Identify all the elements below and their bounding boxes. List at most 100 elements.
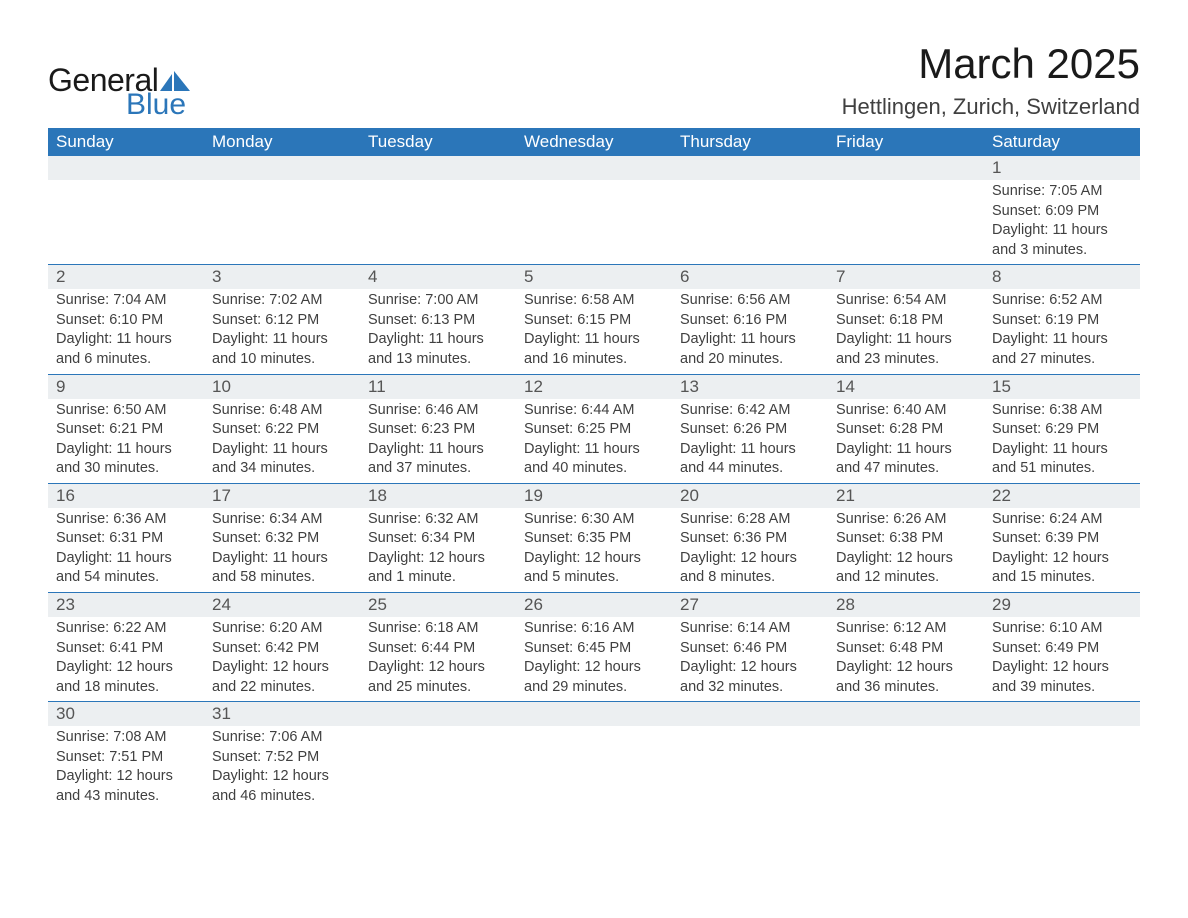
sunset-text: Sunset: 6:18 PM [836,311,976,331]
day-number-cell: 9 [48,374,204,399]
sunrise-text: Sunrise: 6:52 AM [992,291,1132,311]
day-detail-cell: Sunrise: 6:52 AMSunset: 6:19 PMDaylight:… [984,289,1140,374]
day-detail-cell: Sunrise: 6:32 AMSunset: 6:34 PMDaylight:… [360,508,516,593]
sunset-text: Sunset: 6:35 PM [524,529,664,549]
daynum-row: 9101112131415 [48,374,1140,399]
day-detail-cell: Sunrise: 7:08 AMSunset: 7:51 PMDaylight:… [48,726,204,810]
day-number-cell: 16 [48,483,204,508]
detail-row: Sunrise: 6:22 AMSunset: 6:41 PMDaylight:… [48,617,1140,702]
daylight-text: Daylight: 12 hours [56,767,196,787]
daylight-text: and 22 minutes. [212,678,352,698]
day-number-cell: 6 [672,265,828,290]
day-detail-cell [672,180,828,265]
daylight-text: Daylight: 11 hours [212,330,352,350]
detail-row: Sunrise: 6:50 AMSunset: 6:21 PMDaylight:… [48,399,1140,484]
daylight-text: and 58 minutes. [212,568,352,588]
sunrise-text: Sunrise: 6:58 AM [524,291,664,311]
daylight-text: Daylight: 11 hours [524,440,664,460]
weekday-header: Thursday [672,128,828,156]
sunrise-text: Sunrise: 7:06 AM [212,728,352,748]
daylight-text: Daylight: 11 hours [992,330,1132,350]
sunset-text: Sunset: 6:19 PM [992,311,1132,331]
day-detail-cell: Sunrise: 6:38 AMSunset: 6:29 PMDaylight:… [984,399,1140,484]
daylight-text: and 40 minutes. [524,459,664,479]
daylight-text: Daylight: 11 hours [992,440,1132,460]
sunrise-text: Sunrise: 6:42 AM [680,401,820,421]
daylight-text: Daylight: 12 hours [56,658,196,678]
day-detail-cell [204,180,360,265]
sunrise-text: Sunrise: 7:05 AM [992,182,1132,202]
day-detail-cell: Sunrise: 6:10 AMSunset: 6:49 PMDaylight:… [984,617,1140,702]
day-number-cell: 8 [984,265,1140,290]
daylight-text: and 37 minutes. [368,459,508,479]
daynum-row: 1 [48,156,1140,180]
calendar-body: 1Sunrise: 7:05 AMSunset: 6:09 PMDaylight… [48,156,1140,811]
day-detail-cell: Sunrise: 6:48 AMSunset: 6:22 PMDaylight:… [204,399,360,484]
daylight-text: Daylight: 11 hours [212,440,352,460]
sunset-text: Sunset: 6:48 PM [836,639,976,659]
day-detail-cell: Sunrise: 6:30 AMSunset: 6:35 PMDaylight:… [516,508,672,593]
day-detail-cell: Sunrise: 7:05 AMSunset: 6:09 PMDaylight:… [984,180,1140,265]
daylight-text: and 47 minutes. [836,459,976,479]
day-number-cell: 23 [48,593,204,618]
sunset-text: Sunset: 6:26 PM [680,420,820,440]
day-number-cell [48,156,204,180]
day-number-cell: 25 [360,593,516,618]
day-number-cell: 18 [360,483,516,508]
detail-row: Sunrise: 7:08 AMSunset: 7:51 PMDaylight:… [48,726,1140,810]
daylight-text: Daylight: 11 hours [212,549,352,569]
sunrise-text: Sunrise: 6:40 AM [836,401,976,421]
day-number-cell: 3 [204,265,360,290]
sunrise-text: Sunrise: 6:24 AM [992,510,1132,530]
daylight-text: Daylight: 11 hours [368,330,508,350]
day-number-cell: 2 [48,265,204,290]
day-number-cell: 31 [204,702,360,727]
daylight-text: Daylight: 12 hours [680,549,820,569]
sunrise-text: Sunrise: 6:44 AM [524,401,664,421]
daylight-text: Daylight: 11 hours [368,440,508,460]
daylight-text: Daylight: 11 hours [836,330,976,350]
detail-row: Sunrise: 7:04 AMSunset: 6:10 PMDaylight:… [48,289,1140,374]
day-number-cell: 13 [672,374,828,399]
sunrise-text: Sunrise: 6:30 AM [524,510,664,530]
sunset-text: Sunset: 7:51 PM [56,748,196,768]
day-detail-cell [516,726,672,810]
daylight-text: and 23 minutes. [836,350,976,370]
weekday-header: Sunday [48,128,204,156]
daylight-text: Daylight: 12 hours [680,658,820,678]
logo: General Blue [48,64,190,120]
day-number-cell: 29 [984,593,1140,618]
daylight-text: and 39 minutes. [992,678,1132,698]
sunrise-text: Sunrise: 7:08 AM [56,728,196,748]
daylight-text: and 43 minutes. [56,787,196,807]
day-number-cell: 27 [672,593,828,618]
day-detail-cell [828,726,984,810]
sunset-text: Sunset: 6:49 PM [992,639,1132,659]
sunset-text: Sunset: 6:38 PM [836,529,976,549]
weekday-header: Tuesday [360,128,516,156]
daylight-text: Daylight: 12 hours [524,549,664,569]
day-number-cell: 5 [516,265,672,290]
day-detail-cell: Sunrise: 6:56 AMSunset: 6:16 PMDaylight:… [672,289,828,374]
sunset-text: Sunset: 6:25 PM [524,420,664,440]
daylight-text: and 12 minutes. [836,568,976,588]
day-detail-cell: Sunrise: 6:26 AMSunset: 6:38 PMDaylight:… [828,508,984,593]
sunset-text: Sunset: 6:15 PM [524,311,664,331]
day-detail-cell: Sunrise: 6:40 AMSunset: 6:28 PMDaylight:… [828,399,984,484]
sunrise-text: Sunrise: 6:32 AM [368,510,508,530]
sunset-text: Sunset: 6:44 PM [368,639,508,659]
page-header: General Blue March 2025 Hettlingen, Zuri… [48,40,1140,120]
day-number-cell: 21 [828,483,984,508]
detail-row: Sunrise: 6:36 AMSunset: 6:31 PMDaylight:… [48,508,1140,593]
day-detail-cell: Sunrise: 7:02 AMSunset: 6:12 PMDaylight:… [204,289,360,374]
daylight-text: and 54 minutes. [56,568,196,588]
day-number-cell: 24 [204,593,360,618]
day-detail-cell: Sunrise: 6:22 AMSunset: 6:41 PMDaylight:… [48,617,204,702]
daylight-text: and 16 minutes. [524,350,664,370]
day-number-cell: 11 [360,374,516,399]
sunset-text: Sunset: 6:22 PM [212,420,352,440]
day-detail-cell: Sunrise: 6:54 AMSunset: 6:18 PMDaylight:… [828,289,984,374]
sunset-text: Sunset: 6:45 PM [524,639,664,659]
daylight-text: and 36 minutes. [836,678,976,698]
day-number-cell [828,702,984,727]
